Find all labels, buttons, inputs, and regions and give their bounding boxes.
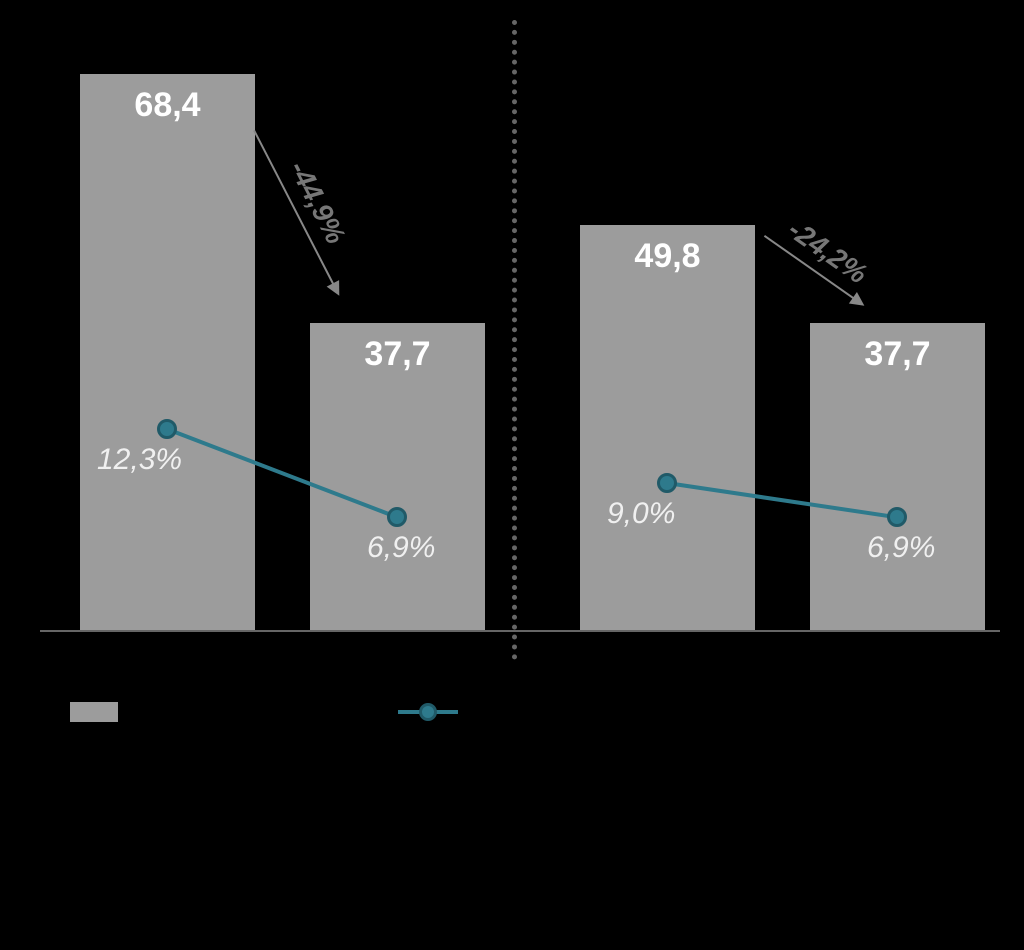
panel-left: 68,4 37,7 12,3% 6,9% -44,9% [40, 20, 500, 630]
pct-label: 9,0% [607, 497, 675, 531]
legend-line-marker [398, 700, 458, 724]
pct-label: 6,9% [867, 531, 935, 565]
legend-bar-swatch [70, 702, 118, 722]
bar-value-label: 49,8 [580, 237, 755, 276]
pct-label: 6,9% [367, 531, 435, 565]
bar: 68,4 [80, 74, 255, 630]
x-axis-baseline [40, 630, 1000, 632]
legend-marker-icon [419, 703, 437, 721]
change-pct-label: -44,9% [283, 156, 352, 250]
line-marker [657, 473, 677, 493]
bar: 37,7 [810, 323, 985, 630]
legend [70, 700, 458, 724]
line-marker [887, 507, 907, 527]
pct-label: 12,3% [97, 443, 182, 477]
bar-value-label: 37,7 [310, 335, 485, 374]
panel-divider [512, 20, 517, 660]
line-marker [157, 419, 177, 439]
chart-plot-area: 68,4 37,7 12,3% 6,9% -44,9% 49,8 37,7 9,… [40, 20, 1000, 640]
arrow-head-icon [326, 280, 345, 299]
bar-value-label: 37,7 [810, 335, 985, 374]
bar-value-label: 68,4 [80, 86, 255, 125]
bar: 49,8 [580, 225, 755, 630]
bar: 37,7 [310, 323, 485, 630]
change-arrow: -44,9% [255, 130, 340, 295]
panel-right: 49,8 37,7 9,0% 6,9% -24,2% [540, 20, 1000, 630]
change-arrow: -24,2% [765, 235, 865, 305]
line-marker [387, 507, 407, 527]
